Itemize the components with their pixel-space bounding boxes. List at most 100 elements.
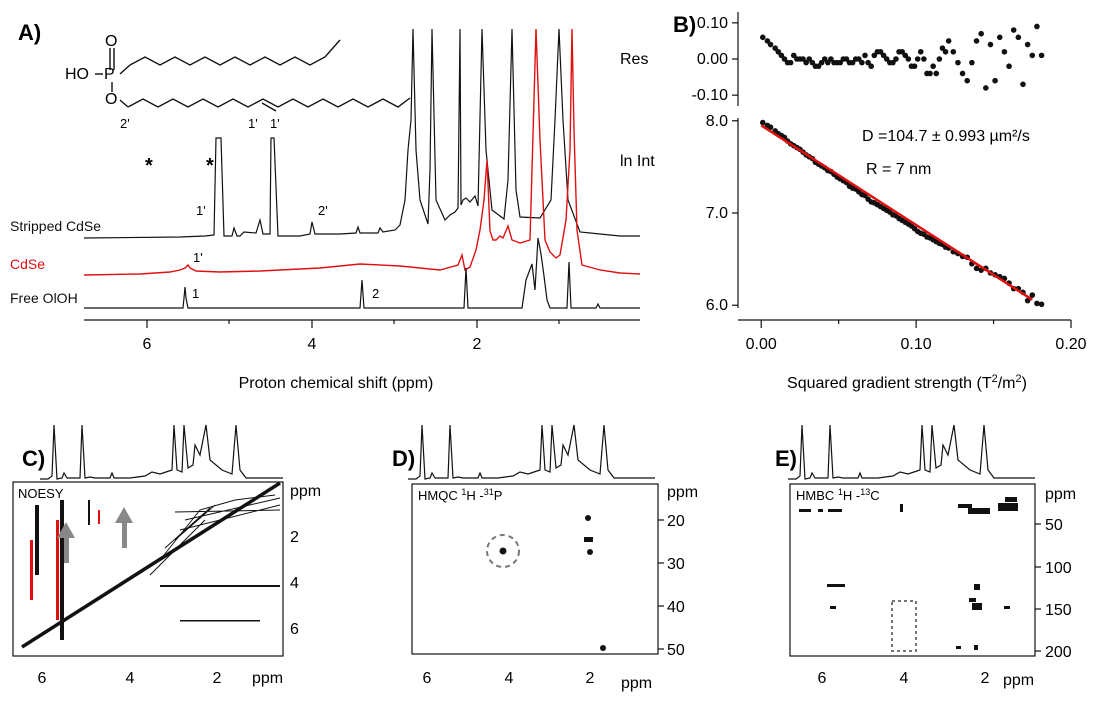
hmqc-plot-frame [411,483,659,655]
residual-point [978,30,984,37]
panel-d-y-tick: 20 [667,513,685,530]
panel-e: E) HMBC 1H -13C p [775,424,1076,689]
panel-d-y-tick: 40 [667,599,685,616]
diffusion-coefficient: D =104.7 ± 0.993 µm²/s [862,128,1030,145]
residual-point [955,59,961,66]
main-x-tick: 0.10 [901,336,932,353]
residual-point [959,70,966,77]
residual-point [933,70,940,77]
panel-d-x-unit: ppm [621,675,652,692]
stripped-1p-label: 1' [196,203,206,218]
panel-e-unit: ppm [1045,486,1076,503]
hmbc-highlight-box [891,600,917,652]
residual-point [1024,41,1031,48]
panel-c: C) NOESY ppm 2 4 6 6 4 [12,424,321,687]
panel-e-y-axis-ticks [1035,523,1041,652]
hydrodynamic-radius: R = 7 nm [866,161,931,178]
hmbc-title: HMBC 1H -13C [796,487,880,503]
panel-a: A) HO P O O 2' 1' 1' Stripped CdSe CdSe … [10,20,641,392]
hmbc-plot-frame [789,483,1036,657]
panel-c-x-unit: ppm [252,670,283,687]
panel-e-projection [788,424,1035,480]
cdse-spectrum [83,28,641,276]
residual-point [936,56,943,62]
stripped-2p-label: 2' [318,203,328,218]
residual-point [859,59,865,66]
residual-point [992,77,998,84]
structure-o-bottom-label: O [105,91,117,108]
panel-d-y-axis-ticks [658,519,664,650]
residual-point [973,38,980,44]
residual-point [1010,27,1017,33]
data-point [973,265,980,272]
residual-point [942,48,949,55]
residual-point [930,63,936,70]
residual-point [1006,63,1012,70]
residual-y-tick: 0.10 [697,15,728,32]
panel-c-x-tick: 6 [38,670,47,687]
panel-d-x-tick: 4 [505,670,514,687]
main-x-ticks: 0.00 0.10 0.20 [746,320,1087,353]
residual-point [759,34,766,41]
panel-b: B) Res ln Int 0.10 0.00 -0.10 8.0 7.0 6.0 0.… [620,12,1087,392]
panel-c-x-tick: 2 [213,670,222,687]
residual-point [1034,23,1040,30]
panel-e-y-tick: 100 [1045,560,1072,577]
structure-p-label: P [104,66,115,83]
main-y-tick: 6.0 [706,297,728,314]
stripped-cdse-spectrum [83,28,640,239]
panel-a-x-tick: 2 [473,336,482,353]
panel-c-projection [40,424,283,480]
residual-point [911,63,918,70]
panel-c-y-tick: 4 [290,575,299,592]
structure-1p-label-a: 1' [248,116,258,131]
residual-point [921,56,927,62]
panel-d-x-tick: 2 [586,670,595,687]
hmqc-cross-peaks [499,515,606,651]
panel-c-x-tick: 4 [126,670,135,687]
trace-label-free-olol: Free OlOH [10,290,78,306]
panel-e-y-tick: 50 [1045,517,1063,534]
residual-y-ticks: 0.10 0.00 -0.10 [692,15,738,104]
panel-d-y-tick: 50 [667,642,685,659]
free-2-label: 2 [372,286,379,301]
panel-e-x-tick: 2 [981,670,990,687]
residual-point [1001,48,1008,55]
impurity-star-2: * [206,155,214,177]
panel-e-x-tick: 4 [900,670,909,687]
panel-a-letter: A) [18,20,41,45]
impurity-star-1: * [145,155,153,177]
data-point [1024,297,1031,304]
panel-c-letter: C) [22,446,45,471]
panel-e-x-tick: 6 [818,670,827,687]
panel-c-y-tick: 6 [290,621,299,638]
residual-point [964,77,971,84]
panel-b-letter: B) [673,12,696,37]
residual-point [917,48,924,55]
panel-d-x-tick: 6 [423,670,432,687]
structure-ho-label: HO [65,66,89,83]
noesy-cross-peaks [35,500,280,640]
noesy-arrows [57,507,133,563]
trace-label-stripped: Stripped CdSe [10,218,101,234]
residual-point [1038,52,1045,59]
panel-d-y-tick: 30 [667,556,685,573]
panel-a-x-axis [84,319,640,328]
residual-point [905,56,912,62]
noesy-red-peaks [30,510,100,620]
residual-point [767,41,774,48]
panel-d-letter: D) [392,446,415,471]
panel-c-y-tick: 2 [290,529,299,546]
residual-point [862,52,868,59]
structure-2p-label: 2' [120,116,130,131]
main-x-tick: 0.00 [746,336,777,353]
residual-point [945,38,952,44]
main-x-tick: 0.20 [1055,336,1086,353]
residual-point [868,63,874,70]
hmqc-highlight-circle [486,534,520,568]
residual-point [1020,81,1026,88]
structure-1p-label-b: 1' [270,116,280,131]
fit-line [760,124,1033,301]
panel-b-x-label: Squared gradient strength (T2/m2) [787,373,1027,392]
